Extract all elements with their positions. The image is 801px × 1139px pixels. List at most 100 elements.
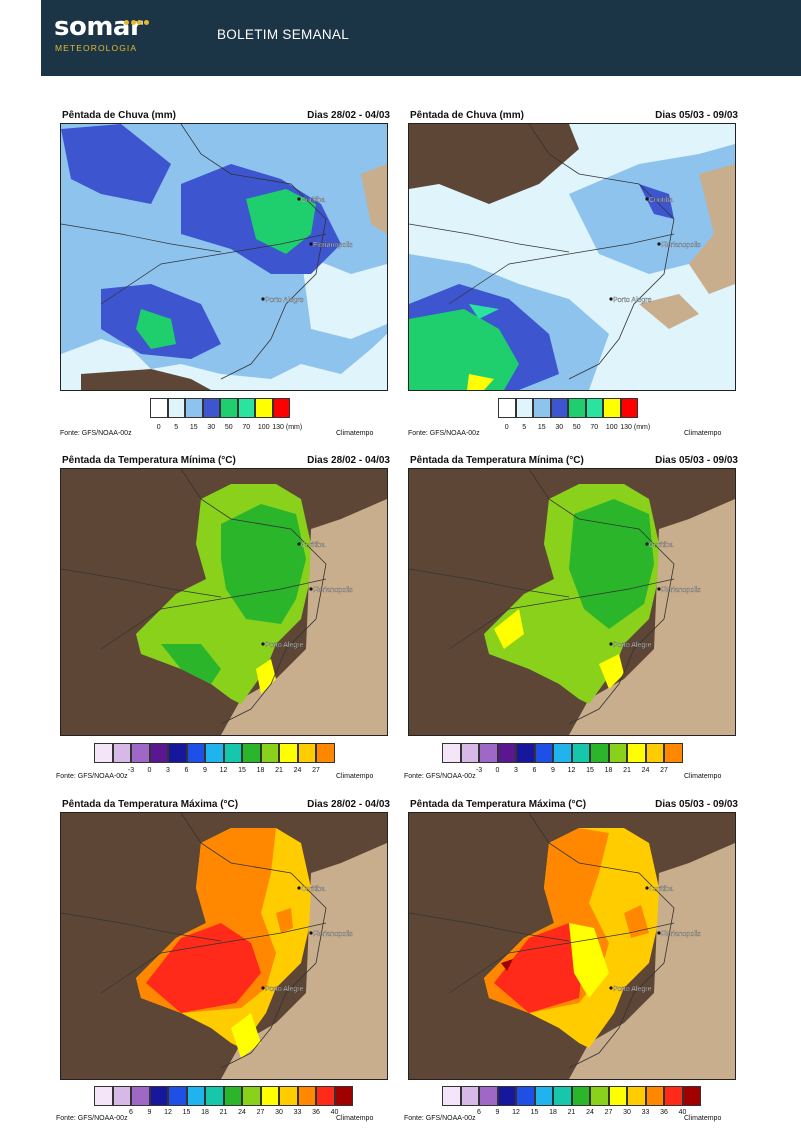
legend-swatch [131,743,150,763]
tmin-panel-2: Pêntada da Temperatura Mínima (°C) Dias … [404,455,744,785]
city-florianopolis: Florianopolis [313,242,353,249]
legend-swatch [316,743,335,763]
credit-note: Climatempo [684,773,722,780]
tmax-panel-1: Pêntada da Temperatura Máxima (°C) Dias … [56,799,396,1129]
legend-tick-label: 5 [174,424,179,431]
tmax-map[interactable]: Curitiba Florianopolis Porto Alegre [60,812,388,1080]
legend-tick-label: 27 [256,1109,265,1116]
tmax-panel-2: Pêntada da Temperatura Máxima (°C) Dias … [404,799,744,1129]
legend-tick-label: 18 [549,1109,557,1116]
tmin-panel-1: Pêntada da Temperatura Mínima (°C) Dias … [56,455,396,785]
legend-tick-label: 0 [147,767,152,774]
legend-swatch [571,1086,590,1106]
legend-tick-label: 15 [182,1109,191,1116]
tmin-map[interactable]: Curitiba Florianopolis Porto Alegre [408,468,736,736]
logo-dots-icon [124,12,156,25]
credit-note: Climatempo [336,773,374,780]
panel-dates: Dias 05/03 - 09/03 [655,455,738,466]
legend-swatch [571,743,590,763]
legend-tick-label: 12 [219,767,228,774]
legend-swatch [185,398,203,418]
legend-tick-label: 18 [256,767,265,774]
legend-tick-label: 15 [238,767,246,774]
city-porto-alegre: Porto Alegre [265,986,304,993]
legend-swatch [627,1086,646,1106]
legend-tick-label: 3 [514,767,518,774]
legend-swatch [223,743,242,763]
city-porto-alegre: Porto Alegre [613,986,652,993]
legend-swatch [168,743,187,763]
legend-swatch [205,743,224,763]
legend-tick-label: 21 [623,767,631,774]
legend-swatch [220,398,238,418]
rain-color-legend [498,398,638,418]
legend-tick-label: 33 [293,1109,302,1116]
legend-tick-label: 24 [586,1109,594,1116]
tmin-color-legend [94,743,335,763]
legend-swatch [585,398,603,418]
city-curitiba: Curitiba [301,542,325,549]
legend-swatch [334,1086,353,1106]
rain-map[interactable]: Curitiba Florianopolis Porto Alegre [408,123,736,391]
tmax-map-graphic: Curitiba Florianopolis Porto Alegre [61,813,387,1079]
legend-tick-label: 50 [572,424,581,431]
tmax-map-graphic: Curitiba Florianopolis Porto Alegre [409,813,735,1079]
legend-swatch [534,743,553,763]
legend-tick-label: 30 [207,424,216,431]
tmax-color-legend [442,1086,701,1106]
legend-swatch [460,1086,479,1106]
legend-tick-label: 15 [586,767,594,774]
legend-swatch [645,1086,664,1106]
rain-map-graphic: Curitiba Florianopolis Porto Alegre [409,124,735,390]
legend-swatch [479,1086,498,1106]
tmin-map-graphic: Curitiba Florianopolis Porto Alegre [61,469,387,735]
legend-swatch [603,398,621,418]
rain-panel-2: Pêntada de Chuva (mm) Dias 05/03 - 09/03… [408,110,744,440]
legend-tick-label: 24 [293,767,302,774]
city-porto-alegre: Porto Alegre [265,642,304,649]
legend-swatch [223,1086,242,1106]
legend-swatch [515,398,533,418]
rain-map[interactable]: Curitiba Florianopolis Porto Alegre [60,123,388,391]
legend-tick-label: 36 [660,1109,668,1116]
legend-tick-label: 12 [567,767,576,774]
panel-title: Pêntada de Chuva (mm) [62,110,176,121]
city-florianopolis: Florianopolis [313,587,353,594]
legend-swatch [168,1086,187,1106]
legend-tick-label: 6 [477,1109,481,1116]
legend-tick-label: -3 [127,767,135,774]
legend-tick-label: 0 [156,424,161,431]
legend-tick-label: 0 [495,767,500,774]
somar-logo[interactable]: somar METEOROLOGIA [54,12,174,62]
legend-swatch [590,743,609,763]
credit-note: Climatempo [684,1115,722,1122]
city-florianopolis: Florianopolis [661,242,701,249]
tmax-map[interactable]: Curitiba Florianopolis Porto Alegre [408,812,736,1080]
legend-tick-label: 6 [532,767,537,774]
legend-swatch [533,398,551,418]
legend-tick-label: 21 [567,1109,576,1116]
legend-swatch [568,398,586,418]
tmin-map-graphic: Curitiba Florianopolis Porto Alegre [409,469,735,735]
legend-tick-label: 27 [604,1109,613,1116]
legend-swatch [553,743,572,763]
legend-swatch [479,743,498,763]
legend-swatch [442,1086,461,1106]
logo-subtitle: METEOROLOGIA [55,43,138,53]
source-note: Fonte: GFS/NOAA-00z [56,773,128,780]
source-note: Fonte: GFS/NOAA-00z [408,430,480,437]
legend-tick-label: 36 [312,1109,320,1116]
legend-swatch [645,743,664,763]
tmin-map[interactable]: Curitiba Florianopolis Porto Alegre [60,468,388,736]
legend-swatch [149,743,168,763]
legend-tick-label: 130 (mm) [620,424,651,431]
legend-swatch [297,743,316,763]
legend-swatch [260,743,279,763]
legend-swatch [279,1086,298,1106]
legend-tick-label: 6 [184,767,189,774]
panel-dates: Dias 28/02 - 04/03 [307,455,390,466]
legend-tick-label: 12 [164,1109,172,1116]
legend-tick-label: 9 [551,767,555,774]
legend-swatch [297,1086,316,1106]
legend-tick-label: 18 [201,1109,209,1116]
